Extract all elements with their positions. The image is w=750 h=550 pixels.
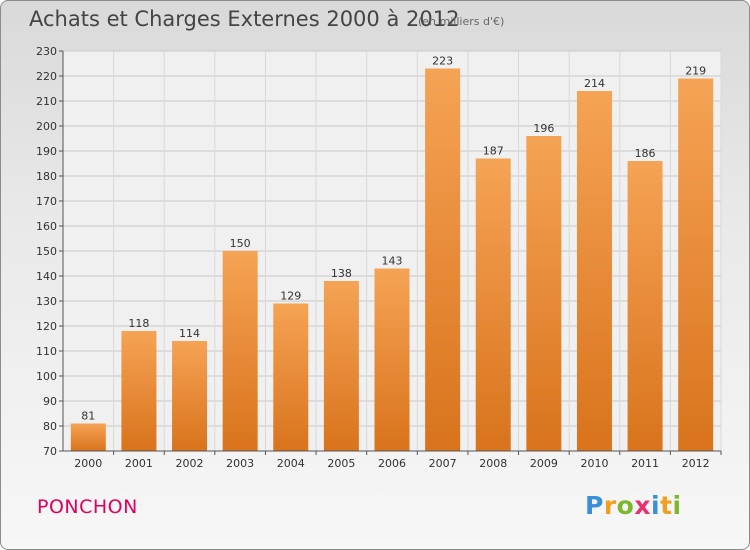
bar-2009 xyxy=(526,136,562,451)
bar-2004 xyxy=(273,303,309,451)
bar-2006 xyxy=(374,268,410,451)
y-tick-label: 110 xyxy=(36,345,57,358)
x-tick-label: 2009 xyxy=(530,457,558,470)
data-label: 196 xyxy=(533,122,554,135)
bar-2000 xyxy=(70,423,106,451)
y-tick-label: 210 xyxy=(36,95,57,108)
data-labels: 81 118 114 150 129 138 143 223 187 196 214 186 219 xyxy=(81,55,706,423)
logo-letter: o xyxy=(616,491,635,520)
bar-2005 xyxy=(323,281,359,451)
x-tick-label: 2008 xyxy=(479,457,507,470)
y-tick-label: 220 xyxy=(36,70,57,83)
logo-letter: i xyxy=(672,491,682,520)
x-tick-label: 2012 xyxy=(682,457,710,470)
y-tick-label: 170 xyxy=(36,195,57,208)
bars xyxy=(70,68,714,451)
y-tick-label: 160 xyxy=(36,220,57,233)
proxiti-logo: Proxiti xyxy=(585,491,682,520)
y-tick-label: 190 xyxy=(36,145,57,158)
data-label: 81 xyxy=(81,410,95,423)
logo-letter: r xyxy=(603,491,617,520)
y-tick-label: 100 xyxy=(36,370,57,383)
data-label: 214 xyxy=(584,77,605,90)
logo-letter: x xyxy=(634,491,651,520)
bar-2003 xyxy=(222,251,258,451)
y-tick-label: 150 xyxy=(36,245,57,258)
x-tick-label: 2003 xyxy=(226,457,254,470)
x-tick-label: 2000 xyxy=(74,457,102,470)
x-tick-label: 2002 xyxy=(176,457,204,470)
chart-subtitle: (en milliers d'€) xyxy=(418,15,505,28)
y-tick-label: 200 xyxy=(36,120,57,133)
y-tick-label: 70 xyxy=(43,445,57,458)
x-tick-label: 2007 xyxy=(429,457,457,470)
x-tick-label: 2011 xyxy=(631,457,659,470)
bar-2007 xyxy=(425,68,461,451)
data-label: 138 xyxy=(331,267,352,280)
chart-title: Achats et Charges Externes 2000 à 2012 xyxy=(29,7,460,31)
commune-name: PONCHON xyxy=(37,496,138,518)
data-label: 143 xyxy=(382,255,403,268)
y-tick-label: 230 xyxy=(36,45,57,58)
bar-2011 xyxy=(627,161,663,451)
x-tick-label: 2005 xyxy=(327,457,355,470)
bar-2008 xyxy=(475,158,511,451)
logo-letter: t xyxy=(660,491,673,520)
logo-letter: i xyxy=(651,491,661,520)
y-tick-label: 120 xyxy=(36,320,57,333)
data-label: 223 xyxy=(432,55,453,68)
y-tick-label: 130 xyxy=(36,295,57,308)
bar-2010 xyxy=(576,91,612,451)
bar-2012 xyxy=(678,78,714,451)
axes: 7080901001101201301401501601701801902002… xyxy=(36,45,722,470)
data-label: 114 xyxy=(179,327,200,340)
bar-2001 xyxy=(121,331,157,451)
x-tick-label: 2004 xyxy=(277,457,305,470)
data-label: 187 xyxy=(483,145,504,158)
y-tick-label: 180 xyxy=(36,170,57,183)
data-label: 129 xyxy=(280,290,301,303)
data-label: 219 xyxy=(685,65,706,78)
logo-letter: P xyxy=(585,491,604,520)
data-label: 186 xyxy=(635,147,656,160)
x-tick-label: 2001 xyxy=(125,457,153,470)
data-label: 118 xyxy=(128,317,149,330)
data-label: 150 xyxy=(230,237,251,250)
y-tick-label: 140 xyxy=(36,270,57,283)
y-tick-label: 80 xyxy=(43,420,57,433)
bar-2002 xyxy=(172,341,208,451)
x-tick-label: 2010 xyxy=(580,457,608,470)
y-tick-label: 90 xyxy=(43,395,57,408)
x-tick-label: 2006 xyxy=(378,457,406,470)
